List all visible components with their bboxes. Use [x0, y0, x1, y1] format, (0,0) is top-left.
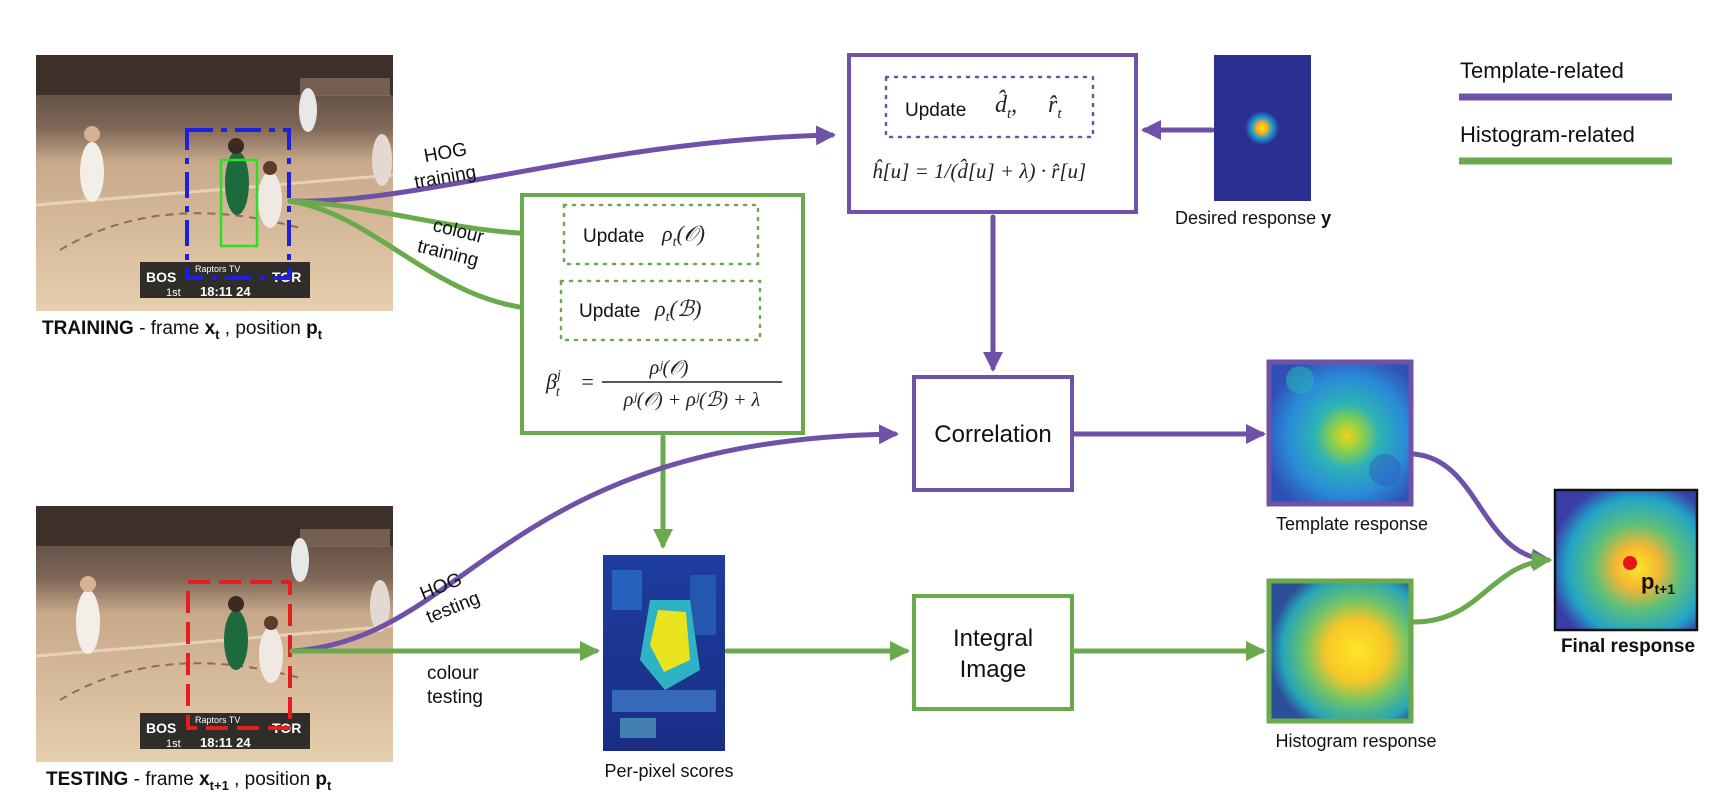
testing-score-clock: 18:11 24: [200, 735, 251, 750]
histogram-beta-numerator: ρʲ(𝒪): [649, 357, 689, 379]
testing-score-left: BOS: [146, 720, 176, 736]
histogram-update-object-label: Update: [583, 226, 644, 247]
per-pixel-scores-caption: Per-pixel scores: [604, 761, 733, 781]
legend-histogram-label: Histogram-related: [1460, 122, 1635, 147]
arrow-hog-testing: [289, 424, 899, 654]
label-colour-testing-1: colour: [427, 663, 479, 684]
final-response-image: pt+1: [1553, 488, 1699, 632]
arrow-hog-training: [287, 125, 836, 204]
histogram-beta-equals: =: [580, 369, 595, 394]
testing-score-period: 1st: [166, 738, 181, 750]
integral-image-line1: Integral: [953, 625, 1033, 652]
arrow-template-to-final: [1411, 451, 1552, 569]
testing-search-box: [186, 580, 292, 730]
legend-template-label: Template-related: [1460, 58, 1624, 83]
final-response-caption: Final response: [1561, 636, 1695, 657]
desired-response-caption: Desired response y: [1175, 208, 1331, 228]
histogram-update-background-dotted-box: [559, 279, 762, 342]
training-frame-image: BOS Raptors TV TOR 1st 18:11 24: [35, 55, 394, 311]
template-response-image: [1266, 359, 1414, 507]
testing-caption: TESTING - frame xt+1 , position pt: [46, 769, 332, 793]
template-update-box: Update d̂t, r̂t ĥ[u] = 1/(d̂[u] + λ) · r…: [847, 53, 1138, 214]
histogram-update-object-rho: ρt(𝒪): [661, 221, 705, 250]
template-update-r: r̂t: [1048, 92, 1062, 122]
histogram-update-box: Update ρt(𝒪) Update ρt(ℬ) βj t = ρʲ(𝒪) ρʲ…: [520, 193, 805, 435]
training-score-brand: Raptors TV: [195, 264, 240, 274]
desired-response-image: [1214, 55, 1311, 201]
arrows: [287, 120, 1552, 661]
correlation-box: Correlation: [912, 375, 1074, 492]
testing-frame-image: BOS Raptors TV TOR 1st 18:11 24: [35, 506, 394, 762]
arrow-labels: HOG training colour training HOG testing…: [413, 139, 487, 708]
template-update-d: d̂t,: [995, 90, 1017, 122]
correlation-label: Correlation: [934, 421, 1051, 448]
template-update-dotted-box: [884, 75, 1095, 139]
training-score-left: BOS: [146, 269, 176, 285]
training-score-clock: 18:11 24: [200, 284, 251, 299]
histogram-update-object-dotted-box: [562, 203, 760, 266]
training-search-box: [185, 128, 291, 280]
histogram-beta-symbol: βj t: [545, 368, 561, 400]
template-update-label: Update: [905, 100, 966, 121]
integral-image-box: Integral Image: [912, 594, 1074, 711]
arrow-histogram-to-final: [1411, 551, 1552, 625]
label-hog-training-2: training: [413, 162, 478, 194]
training-target-box: [219, 158, 259, 248]
training-score-period: 1st: [166, 287, 181, 299]
legend: Template-related Histogram-related: [1459, 58, 1672, 165]
label-colour-testing-2: testing: [427, 687, 483, 708]
arrow-colour-training-background: [287, 198, 557, 320]
template-formula: ĥ[u] = 1/(d̂[u] + λ) · r̂[u]: [872, 159, 1086, 183]
histogram-update-background-rho: ρt(ℬ): [654, 296, 701, 325]
final-response-point: [1623, 556, 1637, 570]
per-pixel-scores-image: [603, 555, 725, 751]
final-response-point-label: pt+1: [1641, 569, 1675, 597]
training-caption: TRAINING - frame xt , position pt: [42, 318, 323, 342]
histogram-response-image: [1266, 578, 1414, 724]
histogram-beta-denominator: ρʲ(𝒪) + ρʲ(ℬ) + λ: [623, 389, 761, 411]
arrow-colour-training-object: [287, 198, 557, 245]
testing-score-brand: Raptors TV: [195, 715, 240, 725]
histogram-update-background-label: Update: [579, 301, 640, 322]
integral-image-line2: Image: [960, 656, 1027, 683]
template-response-caption: Template response: [1276, 514, 1428, 534]
histogram-response-caption: Histogram response: [1275, 731, 1436, 751]
